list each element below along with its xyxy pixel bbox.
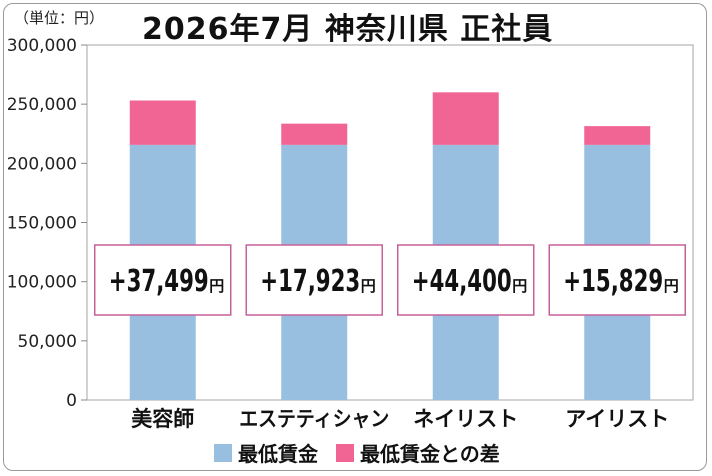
difference-unit-label: 円 <box>361 277 376 295</box>
category-label: エステティシャン <box>239 407 389 431</box>
y-tick-label: 150,000 <box>7 214 77 234</box>
difference-label-box <box>94 244 232 316</box>
legend-swatch-min-wage <box>214 443 232 462</box>
y-tick-label: 0 <box>66 391 77 411</box>
unit-label: （単位：円） <box>14 9 105 27</box>
y-tick-label: 250,000 <box>7 95 77 115</box>
difference-value-label: +17,923 <box>260 264 360 299</box>
difference-unit-label: 円 <box>664 277 679 295</box>
legend-item-difference: 最低賃金との差 <box>336 438 500 467</box>
difference-value-label: +15,829 <box>563 264 663 299</box>
legend-swatch-difference <box>336 443 354 462</box>
bar-difference <box>129 100 196 145</box>
legend-label-min-wage: 最低賃金 <box>238 442 318 466</box>
difference-value-label: +37,499 <box>109 264 209 299</box>
legend-item-min-wage: 最低賃金 <box>214 438 318 467</box>
y-tick-label: 100,000 <box>7 273 77 293</box>
bar-difference <box>432 92 499 145</box>
difference-label-box <box>548 244 686 316</box>
category-label: アイリスト <box>565 407 669 431</box>
chart-title: 2026年7月 神奈川県 正社員 <box>142 12 554 47</box>
legend: 最低賃金 最低賃金との差 <box>214 438 500 467</box>
difference-unit-label: 円 <box>209 277 224 295</box>
bar-difference <box>584 126 651 145</box>
category-label: 美容師 <box>131 407 194 431</box>
difference-label-box <box>397 244 535 316</box>
category-label: ネイリスト <box>413 407 518 431</box>
difference-unit-label: 円 <box>512 277 527 295</box>
difference-value-label: +44,400 <box>412 264 512 299</box>
y-tick-label: 50,000 <box>18 332 77 352</box>
bar-difference <box>281 123 348 145</box>
y-tick-label: 200,000 <box>7 154 77 174</box>
difference-label-box <box>245 244 383 316</box>
legend-label-difference: 最低賃金との差 <box>360 442 500 466</box>
y-tick-label: 300,000 <box>7 36 77 56</box>
